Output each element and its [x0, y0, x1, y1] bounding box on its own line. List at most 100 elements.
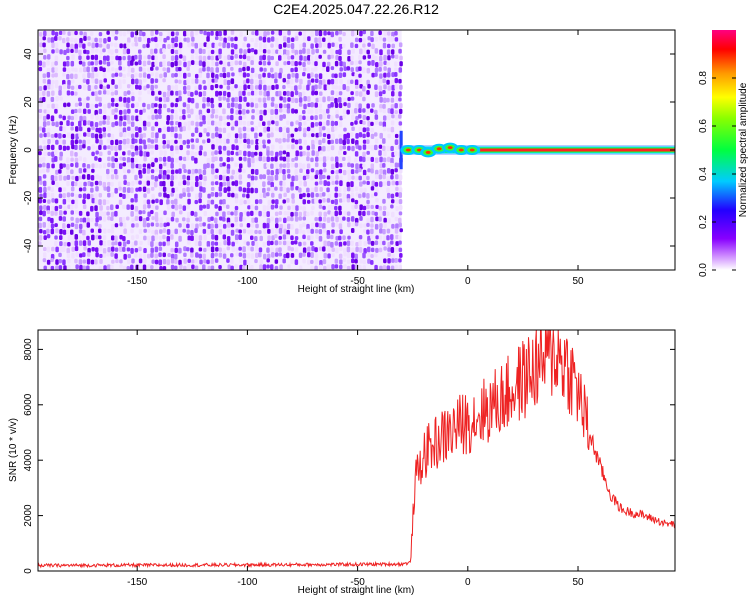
heatmap-cell [358, 60, 362, 65]
heatmap-cell [131, 138, 135, 145]
heatmap-cell [219, 36, 223, 41]
heatmap-cell [370, 228, 374, 235]
heatmap-cell [343, 241, 347, 246]
heatmap-cell [75, 264, 79, 270]
heatmap-cell [383, 54, 387, 61]
heatmap-cell [74, 67, 78, 73]
heatmap-cell [255, 223, 259, 229]
heatmap-cell [118, 139, 123, 145]
heatmap-cell [174, 79, 179, 84]
heatmap-cell [250, 229, 254, 234]
heatmap-cell [302, 241, 307, 246]
heatmap-cell [67, 234, 71, 241]
heatmap-cell [82, 265, 87, 270]
heatmap-cell [154, 138, 158, 144]
heatmap-cell [159, 217, 163, 224]
heatmap-cell [206, 36, 210, 42]
heatmap-cell [350, 67, 354, 72]
heatmap-cell [166, 228, 171, 235]
heatmap-cell [70, 85, 75, 90]
heatmap-cell [130, 162, 135, 169]
heatmap-cell [175, 217, 179, 223]
heatmap-cell [359, 48, 363, 55]
heatmap-cell [59, 235, 63, 241]
heatmap-cell [315, 234, 319, 240]
heatmap-cell [178, 259, 182, 266]
heatmap-cell [170, 264, 175, 270]
heatmap-cell [102, 73, 107, 78]
heatmap-cell [275, 90, 279, 97]
heatmap-cell [90, 205, 94, 212]
heatmap-cell [130, 85, 134, 91]
heatmap-cell [367, 258, 371, 264]
heatmap-cell [170, 216, 175, 222]
heatmap-cell [47, 264, 51, 270]
heatmap-cell [343, 252, 347, 257]
heatmap-cell [170, 157, 174, 164]
heatmap-cell [170, 145, 174, 151]
heatmap-cell [314, 66, 318, 72]
heatmap-cell [286, 168, 291, 174]
heatmap-cell [78, 139, 82, 144]
heatmap-cell [62, 72, 66, 77]
heatmap-cell [387, 36, 391, 43]
heatmap-cell [270, 102, 275, 107]
heatmap-cell [38, 163, 42, 168]
heatmap-cell [159, 199, 163, 206]
heatmap-cell [230, 175, 234, 180]
heatmap-cell [94, 78, 99, 84]
heatmap-cell [122, 157, 126, 162]
heatmap-cell [130, 31, 134, 38]
heatmap-cell [154, 144, 159, 151]
heatmap-cell [79, 253, 83, 258]
heatmap-cell [102, 162, 107, 169]
heatmap-cell [66, 61, 70, 67]
heatmap-cell [330, 120, 335, 127]
heatmap-cell [55, 121, 59, 128]
heatmap-cell [122, 168, 127, 174]
heatmap-cell [311, 139, 315, 146]
carrier-blob-peak [416, 148, 422, 152]
heatmap-cell [294, 169, 298, 175]
heatmap-cell [162, 60, 166, 67]
heatmap-cell [335, 174, 339, 180]
heatmap-cell [266, 169, 271, 176]
heatmap-cell [55, 246, 59, 253]
heatmap-cell [279, 163, 283, 168]
heatmap-cell [146, 199, 151, 205]
heatmap-cell [82, 73, 86, 79]
heatmap-cell [323, 211, 327, 217]
heatmap-cell [362, 163, 366, 168]
heatmap-cell [326, 66, 330, 73]
heatmap-cell [206, 246, 211, 252]
heatmap-cell [330, 96, 335, 102]
heatmap-cell [375, 247, 379, 253]
heatmap-cell [270, 216, 274, 222]
heatmap-cell [183, 265, 187, 270]
heatmap-cell [118, 55, 122, 61]
heatmap-cell [242, 228, 247, 234]
heatmap-cell [274, 37, 279, 43]
heatmap-cell [398, 168, 403, 174]
heatmap-cell [130, 247, 134, 254]
heatmap-cell [335, 109, 339, 115]
heatmap-cell [247, 84, 251, 90]
heatmap-cell [54, 31, 59, 37]
heatmap-cell [51, 121, 55, 127]
heatmap-cell [338, 48, 342, 55]
heatmap-cell [366, 79, 370, 86]
heatmap-cell [118, 79, 122, 86]
heatmap-cell [395, 96, 399, 102]
heatmap-cell [298, 145, 303, 150]
heatmap-cell [387, 133, 391, 139]
heatmap-cell [90, 228, 94, 233]
heatmap-cell [222, 253, 227, 259]
heatmap-cell [306, 169, 310, 175]
heatmap-cell [62, 187, 67, 192]
heatmap-cell [226, 168, 231, 174]
carrier-blob-peak [425, 150, 431, 154]
heatmap-cell [210, 103, 215, 109]
heatmap-cell [186, 108, 191, 114]
heatmap-cell [210, 229, 214, 235]
heatmap-cell [90, 48, 95, 54]
